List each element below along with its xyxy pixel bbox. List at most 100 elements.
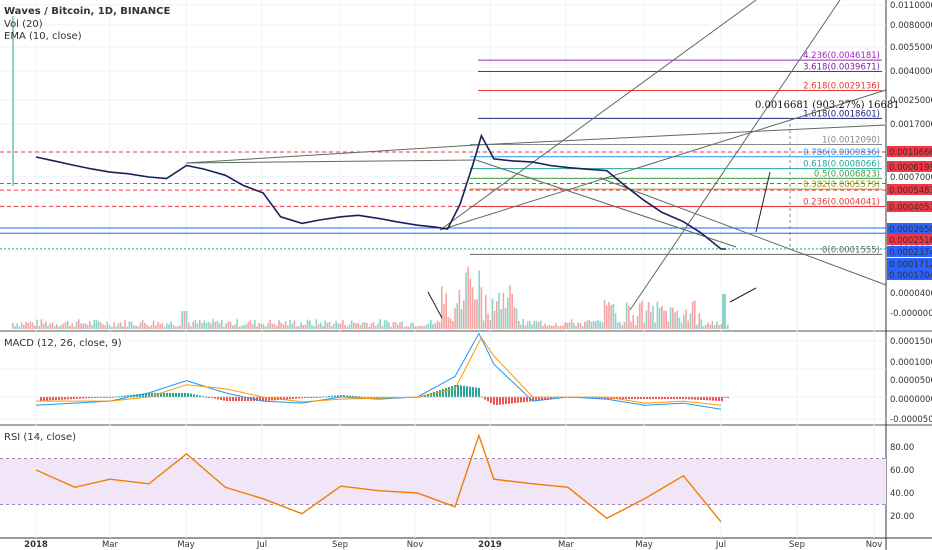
volume-bar [201,323,203,329]
macd-hist-bar [547,397,549,400]
price-axis-tick: 0.0110000 [890,1,932,11]
macd-hist-bar [724,397,726,398]
macd-hist-bar [604,397,606,399]
macd-indicator-label[interactable]: MACD (12, 26, close, 9) [4,338,122,349]
volume-bar [73,326,76,329]
volume-bar [317,324,320,329]
fib-label: 0.236(0.0004041) [803,197,880,207]
macd-hist-bar [211,397,213,399]
macd-hist-bar [304,397,306,399]
volume-bar [416,326,419,329]
macd-hist-bar [175,392,177,397]
macd-hist-bar [142,393,144,397]
volume-bar [190,326,192,329]
trend-line [439,0,757,231]
volume-bar [364,322,366,329]
volume-bar [309,320,311,329]
volume-bar [403,326,406,329]
volume-bar [144,323,146,329]
macd-hist-bar [127,395,129,397]
volume-bar [302,324,304,329]
volume-bar [654,322,656,329]
volume-bar [344,325,346,329]
volume-bar [713,325,716,329]
volume-bar [507,297,509,329]
volume-bar [212,319,214,329]
volume-bar [306,319,309,329]
macd-hist-bar [607,397,609,400]
volume-bar [146,324,148,329]
volume-bar [115,326,117,329]
volume-bar [38,326,40,329]
macd-hist-bar [490,397,492,403]
macd-hist-bar [202,396,204,398]
macd-hist-bar [589,397,591,399]
macd-hist-bar [103,397,105,398]
volume-bar [225,323,227,329]
vol-indicator-label[interactable]: Vol (20) [4,19,43,30]
grid [0,0,886,538]
macd-hist-bar [646,397,648,400]
volume-bar [249,320,252,329]
price-tag-label: 0.0005483 [889,186,932,196]
volume-bar [656,301,659,329]
price-tag [887,201,932,212]
price-tag-label: 0.0006199 [889,163,932,173]
volume-bar [551,325,553,329]
macd-axis-tick: 0.0000000 [890,395,932,405]
volume-bar [548,325,551,329]
macd-hist-bar [625,397,627,400]
macd-hist-bar [280,397,282,400]
volume-bar [691,301,694,329]
volume-bar [680,322,683,329]
volume-bar [370,323,373,329]
time-axis-tick: Sep [789,540,805,550]
volume-bar [102,324,104,329]
volume-bars [12,16,729,329]
fib-label: 0.786(0.0009836) [803,148,880,158]
macd-hist-bar [172,392,174,397]
arrow [755,171,771,233]
volume-bar [133,325,135,329]
volume-bar [368,327,370,329]
volume-bar [357,323,359,329]
ema-indicator-label[interactable]: EMA (10, close) [4,31,82,42]
macd-hist-bar [82,397,84,399]
macd-hist-bar [61,397,63,400]
price-tag [887,234,932,245]
volume-bar [355,323,357,329]
volume-bar [496,301,498,329]
volume-bar [471,287,474,329]
volume-bar [478,270,480,329]
macd-hist-bar [523,397,525,403]
volume-bar [49,323,51,329]
volume-bar [328,322,331,329]
volume-bar [119,322,122,329]
arrow [427,291,443,319]
volume-bar [559,325,562,329]
volume-bar [515,308,518,329]
macd-hist-bar [532,397,534,402]
volume-bar [414,326,417,329]
macd-hist-bar [520,397,522,403]
volume-bar [669,307,672,329]
volume-bar [513,307,516,329]
series-lines [35,133,728,523]
volume-bar [331,326,333,329]
rsi-indicator-label[interactable]: RSI (14, close) [4,432,77,443]
volume-bar [254,319,256,329]
macd-hist-bar [289,397,291,400]
volume-bar [650,312,652,329]
volume-bar [188,322,190,329]
macd-hist-bar [718,397,720,401]
macd-hist-bar [88,397,90,399]
volume-bar [397,324,399,329]
volume-bar [504,308,507,329]
volume-bar [500,308,502,329]
volume-bar [141,320,144,329]
macd-hist-bar [157,392,159,397]
volume-bar [51,322,54,329]
macd-hist-bar [343,395,345,397]
volume-bar [126,326,128,329]
